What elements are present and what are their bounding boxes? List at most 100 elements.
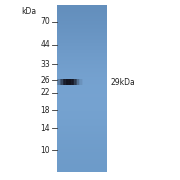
Bar	[57, 107, 107, 108]
Bar	[57, 82, 107, 83]
Bar	[57, 11, 107, 12]
Bar	[57, 137, 107, 138]
Bar	[57, 38, 107, 39]
Bar	[57, 49, 107, 50]
Bar	[57, 17, 107, 18]
Bar	[57, 89, 107, 90]
Bar	[57, 51, 107, 52]
Bar	[57, 77, 107, 78]
Bar	[60, 79, 61, 85]
Bar	[57, 106, 107, 107]
Bar	[64, 79, 65, 85]
Bar	[75, 79, 76, 85]
Bar	[57, 144, 107, 145]
Bar	[57, 100, 107, 101]
Bar	[57, 82, 107, 83]
Bar	[61, 79, 62, 85]
Bar	[57, 71, 107, 72]
Bar	[57, 133, 107, 134]
Bar	[57, 37, 107, 38]
Bar	[57, 115, 107, 116]
Bar	[66, 79, 67, 85]
Bar	[57, 148, 107, 149]
Bar	[57, 101, 107, 102]
Bar	[57, 163, 107, 164]
Bar	[57, 151, 107, 152]
Bar	[57, 40, 107, 41]
Bar	[57, 110, 107, 111]
Bar	[57, 35, 107, 36]
Bar	[62, 79, 63, 85]
Bar	[57, 26, 107, 27]
Bar	[77, 79, 78, 85]
Bar	[57, 36, 107, 37]
Bar	[57, 171, 107, 172]
Bar	[57, 56, 107, 57]
Bar	[57, 42, 107, 43]
Bar	[57, 62, 107, 63]
Bar	[57, 168, 107, 169]
Bar	[63, 79, 64, 85]
Bar	[57, 159, 107, 160]
Bar	[57, 6, 107, 7]
Bar	[57, 45, 107, 46]
Bar	[57, 44, 107, 45]
Bar	[57, 96, 107, 97]
Bar	[57, 24, 107, 25]
Bar	[57, 99, 107, 100]
Bar	[59, 79, 60, 85]
Text: 44: 44	[40, 40, 50, 49]
Bar	[79, 79, 80, 85]
Bar	[57, 52, 107, 53]
Bar	[57, 86, 107, 87]
Bar	[57, 75, 107, 76]
Bar	[69, 79, 70, 85]
Text: 14: 14	[40, 124, 50, 133]
Bar	[57, 169, 107, 170]
Bar	[74, 79, 75, 85]
Text: 70: 70	[40, 17, 50, 26]
Text: 33: 33	[40, 60, 50, 69]
Bar	[57, 136, 107, 137]
Bar	[68, 79, 69, 85]
Bar	[57, 22, 107, 23]
Bar	[57, 21, 107, 22]
Bar	[57, 149, 107, 150]
Bar	[57, 112, 107, 113]
Bar	[57, 124, 107, 125]
Bar	[57, 63, 107, 64]
Bar	[57, 26, 107, 27]
Bar	[57, 41, 107, 42]
Bar	[57, 17, 107, 18]
Bar	[57, 167, 107, 168]
Bar	[73, 79, 74, 85]
Bar	[76, 79, 77, 85]
Bar	[78, 79, 79, 85]
Bar	[57, 127, 107, 128]
Bar	[69, 79, 70, 85]
Bar	[57, 103, 107, 104]
Bar	[57, 25, 107, 26]
Bar	[57, 117, 107, 118]
Bar	[57, 18, 107, 19]
Bar	[72, 79, 73, 85]
Bar	[62, 79, 63, 85]
Bar	[57, 140, 107, 141]
Bar	[57, 119, 107, 120]
Bar	[57, 97, 107, 98]
Bar	[65, 79, 66, 85]
Bar	[82, 79, 83, 85]
Bar	[57, 46, 107, 47]
Bar	[57, 67, 107, 68]
Bar	[73, 79, 74, 85]
Bar	[57, 7, 107, 8]
Bar	[57, 29, 107, 30]
Bar	[79, 79, 80, 85]
Bar	[57, 94, 107, 95]
Bar	[57, 158, 107, 159]
Bar	[57, 42, 107, 43]
Bar	[57, 121, 107, 122]
Bar	[57, 123, 107, 124]
Bar	[57, 138, 107, 139]
Bar	[57, 78, 107, 79]
